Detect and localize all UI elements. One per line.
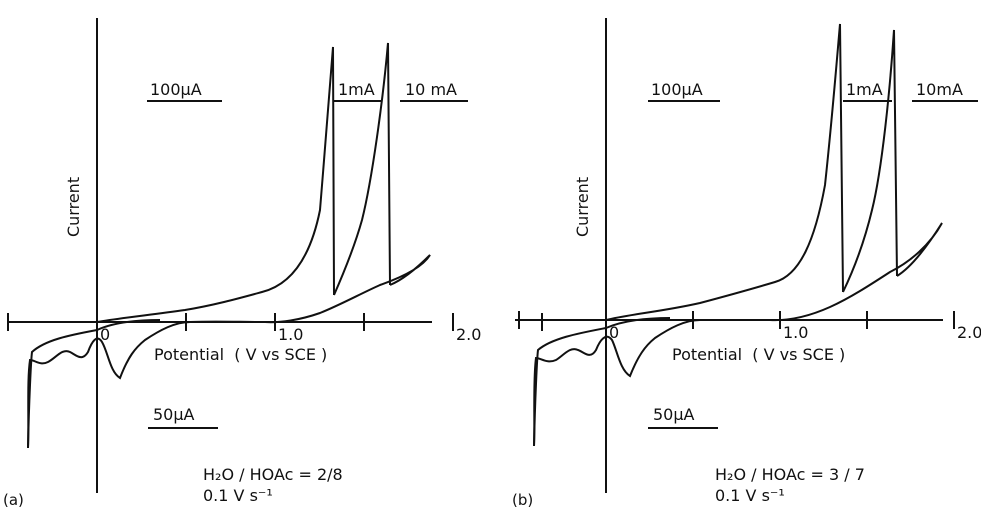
y-axis-label: Current bbox=[573, 177, 592, 237]
scale-label-50uA: 50µA bbox=[653, 405, 695, 424]
y-axis-label: Current bbox=[64, 177, 83, 237]
scale-label-1mA: 1mA bbox=[846, 80, 883, 99]
x-tick-label: 1.0 bbox=[278, 325, 303, 344]
panel-label: (b) bbox=[512, 491, 533, 509]
curve-segment-2 bbox=[333, 42, 391, 296]
condition-ratio: H₂O / HOAc = 3 / 7 bbox=[715, 465, 865, 484]
x-tick-labels: 0 1.0 2.0 bbox=[100, 325, 481, 344]
x-axis-label: Potential ( V vs SCE ) bbox=[154, 345, 327, 364]
scale-label-50uA: 50µA bbox=[153, 405, 195, 424]
curve-segment-3 bbox=[27, 254, 431, 449]
panel-b: 0 1.0 2.0 100µA 1mA 10mA 50µA Current Pote… bbox=[512, 18, 981, 509]
panel-label: (a) bbox=[3, 491, 24, 509]
scale-label-10mA: 10mA bbox=[916, 80, 963, 99]
condition-scan-rate: 0.1 V s⁻¹ bbox=[715, 486, 785, 505]
x-tick-label: 2.0 bbox=[957, 323, 981, 342]
curve-segment-3 bbox=[533, 222, 943, 447]
curve-forward-start bbox=[27, 319, 161, 449]
curve-segment-2 bbox=[842, 29, 898, 293]
x-tick-label: 0 bbox=[609, 323, 619, 342]
scale-label-1mA: 1mA bbox=[338, 80, 375, 99]
curve-forward-start bbox=[533, 317, 671, 447]
x-tick-labels: 0 1.0 2.0 bbox=[609, 323, 981, 342]
condition-ratio: H₂O / HOAc = 2/8 bbox=[203, 465, 343, 484]
curve-segment-1 bbox=[96, 46, 335, 323]
scale-label-100uA: 100µA bbox=[651, 80, 703, 99]
condition-scan-rate: 0.1 V s⁻¹ bbox=[203, 486, 273, 505]
scale-label-10mA: 10 mA bbox=[405, 80, 457, 99]
curve-segment-1 bbox=[605, 23, 844, 321]
x-tick-label: 0 bbox=[100, 325, 110, 344]
x-tick-label: 1.0 bbox=[783, 323, 808, 342]
scale-label-100uA: 100µA bbox=[150, 80, 202, 99]
x-axis-label: Potential ( V vs SCE ) bbox=[672, 345, 845, 364]
panel-a: 0 1.0 2.0 100µA 1mA 10 mA 50µA Current Pot… bbox=[3, 18, 543, 509]
x-tick-label: 2.0 bbox=[456, 325, 481, 344]
